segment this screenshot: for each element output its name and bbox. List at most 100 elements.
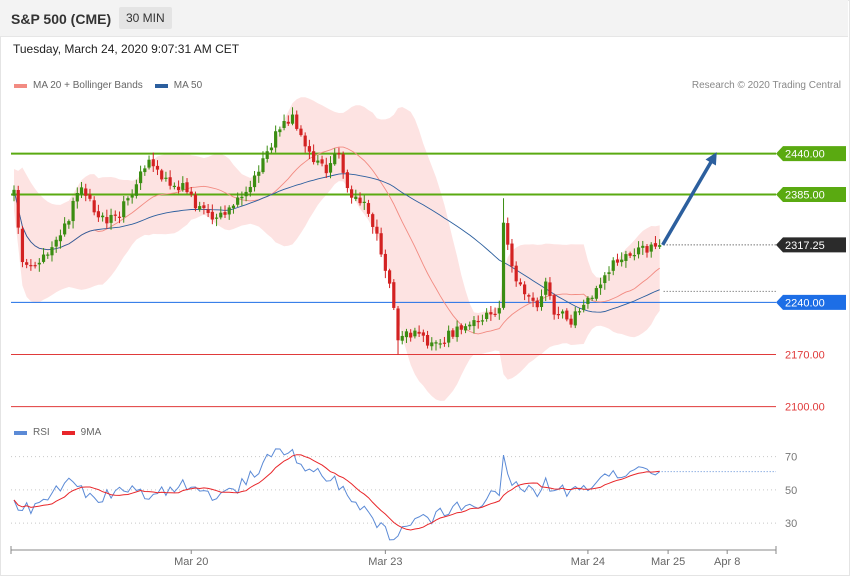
ma50-line — [13, 173, 660, 313]
candle-body — [510, 243, 514, 267]
candle-body — [362, 201, 366, 203]
candle-body — [438, 343, 442, 345]
candle-body — [493, 313, 497, 316]
candle-body — [569, 318, 573, 325]
candle-body — [117, 216, 122, 218]
candle-body — [341, 154, 345, 173]
candle-body — [206, 209, 210, 214]
candle-body — [649, 244, 653, 252]
candle-body — [185, 182, 189, 193]
candle-body — [565, 310, 569, 320]
candle-body — [46, 254, 50, 256]
candle-body — [92, 200, 96, 213]
candle-body — [624, 254, 628, 261]
candle-body — [358, 197, 362, 204]
candle-body — [282, 121, 286, 128]
candle-body — [29, 265, 33, 267]
chart-header: S&P 500 (CME) 30 MIN — [0, 0, 848, 37]
legend-ma50-label: MA 50 — [173, 80, 203, 91]
candle-body — [552, 295, 556, 315]
candle-body — [430, 342, 434, 347]
x-tick-label: Mar 20 — [174, 556, 208, 568]
level-tag-last — [776, 237, 846, 253]
candle-body — [611, 260, 615, 271]
level-label: 2440.00 — [785, 149, 825, 161]
candle-body — [181, 183, 185, 190]
candle-body — [632, 255, 636, 257]
candle-body — [286, 121, 290, 124]
candle-body — [501, 222, 506, 308]
rsi-tick-label: 50 — [785, 485, 797, 497]
candle-body — [472, 320, 476, 327]
level-label: 2100.00 — [785, 402, 825, 414]
candle-body — [442, 342, 447, 344]
level-tag-pivot — [776, 294, 846, 310]
candle-body — [176, 186, 181, 191]
candle-body — [409, 332, 413, 338]
candle-body — [434, 342, 438, 344]
candle-body — [333, 153, 337, 165]
x-tick-label: Apr 8 — [714, 556, 740, 568]
candle-body — [556, 314, 560, 316]
candle-body — [523, 284, 527, 295]
candle-body — [582, 304, 586, 310]
candle-body — [354, 196, 358, 200]
candle-body — [603, 275, 607, 284]
candle-body — [459, 325, 463, 330]
candle-body — [577, 311, 582, 313]
candle-body — [506, 223, 510, 245]
candle-body — [147, 159, 151, 168]
candle-body — [527, 295, 531, 297]
candle-body — [641, 245, 645, 248]
candle-body — [312, 151, 316, 163]
candle-body — [58, 235, 63, 242]
candle-body — [214, 217, 219, 219]
candle-body — [468, 324, 472, 327]
candle-body — [252, 175, 257, 188]
candle-body — [615, 259, 620, 263]
candle-body — [79, 187, 84, 195]
candle-body — [658, 245, 662, 247]
candle-body — [425, 334, 430, 346]
candle-body — [539, 296, 544, 308]
chart-datetime: Tuesday, March 24, 2020 9:07:31 AM CET — [13, 42, 240, 56]
candle-body — [231, 205, 236, 209]
candle-body — [54, 239, 58, 247]
candle-body — [371, 214, 375, 227]
level-label: 2317.25 — [785, 240, 825, 252]
candle-body — [307, 146, 311, 152]
interval-badge[interactable]: 30 MIN — [119, 7, 172, 29]
rsi-tick-label: 30 — [785, 518, 797, 530]
candle-body — [143, 168, 147, 173]
candle-body — [345, 172, 349, 189]
candle-body — [573, 311, 577, 326]
candle-body — [514, 265, 518, 282]
candle-body — [12, 189, 16, 196]
candle-body — [227, 207, 231, 215]
candle-body — [299, 128, 303, 136]
level-tag-resistance — [776, 146, 846, 162]
candle-body — [105, 217, 109, 224]
research-credit: Research © 2020 Trading Central — [691, 80, 841, 91]
ma20-line — [13, 146, 660, 335]
candle-body — [20, 228, 25, 263]
candle-body — [421, 332, 425, 336]
candle-body — [620, 259, 624, 263]
candle-body — [155, 165, 160, 170]
candle-body — [198, 206, 202, 210]
candle-body — [413, 330, 417, 337]
instrument-title: S&P 500 (CME) — [11, 11, 112, 27]
legend-ma20-label: MA 20 + Bollinger Bands — [33, 80, 143, 91]
x-tick-label: Mar 25 — [651, 556, 685, 568]
candle-body — [37, 262, 41, 265]
candle-body — [586, 297, 590, 304]
candle-body — [134, 184, 138, 196]
candle-body — [636, 247, 641, 255]
candle-body — [164, 177, 168, 179]
candle-body — [383, 253, 387, 271]
level-label: 2170.00 — [785, 350, 825, 362]
candle-body — [316, 160, 320, 163]
candle-body — [489, 312, 493, 315]
candle-body — [628, 253, 632, 256]
